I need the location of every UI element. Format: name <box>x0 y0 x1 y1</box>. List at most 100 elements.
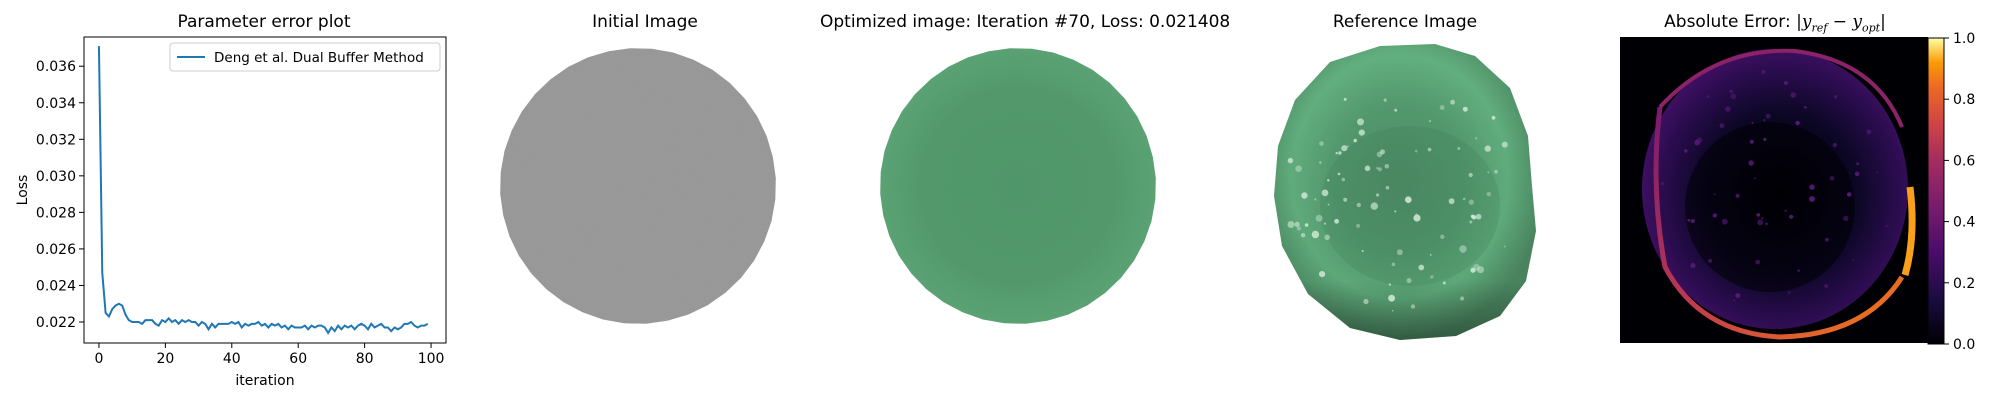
reference-speckle <box>1391 309 1394 312</box>
reference-speckle <box>1427 147 1432 152</box>
optimized-image-title: Optimized image: Iteration #70, Loss: 0.… <box>820 12 1231 32</box>
error-speckle <box>1809 184 1815 190</box>
reference-speckle <box>1440 234 1445 239</box>
reference-speckle <box>1296 226 1301 231</box>
reference-speckle <box>1287 157 1294 164</box>
x-tick-label: 0 <box>94 351 103 367</box>
x-tick-label: 60 <box>289 351 307 367</box>
y-tick-label: 0.036 <box>36 59 76 75</box>
error-speckle <box>1885 224 1888 227</box>
y-tick-label: 0.034 <box>36 96 76 112</box>
reference-speckle <box>1361 250 1364 252</box>
error-speckle <box>1852 259 1855 262</box>
reference-speckle <box>1406 278 1412 284</box>
error-speckle <box>1832 142 1837 148</box>
x-tick-label: 100 <box>418 351 445 367</box>
colorbar-tick-label: 0.8 <box>1953 92 1975 108</box>
error-speckle <box>1876 171 1878 174</box>
error-speckle <box>1765 222 1768 225</box>
error-speckle <box>1797 269 1800 272</box>
reference-speckle <box>1364 165 1371 172</box>
reference-speckle <box>1457 147 1461 150</box>
reference-speckle <box>1460 296 1465 301</box>
reference-speckles <box>1287 97 1508 312</box>
reference-speckle <box>1450 99 1455 105</box>
colorbar-tick-label: 0.6 <box>1953 153 1975 169</box>
reference-speckle <box>1356 223 1361 228</box>
y-tick-label: 0.024 <box>36 278 76 294</box>
error-speckle <box>1795 120 1800 126</box>
reference-speckle <box>1501 141 1508 148</box>
reference-speckle <box>1388 283 1392 286</box>
reference-speckle <box>1334 218 1339 224</box>
reference-speckle <box>1469 220 1473 224</box>
error-speckle <box>1751 121 1754 124</box>
reference-speckle <box>1377 167 1382 172</box>
x-tick-label: 40 <box>223 351 241 367</box>
y-tick-label: 0.022 <box>36 315 76 331</box>
error-dark-core <box>1685 122 1855 292</box>
error-speckles <box>1660 69 1888 302</box>
error-speckle <box>1765 113 1771 119</box>
reference-speckle <box>1413 214 1421 222</box>
reference-speckle <box>1380 149 1385 155</box>
reference-speckle <box>1301 192 1308 199</box>
reference-speckle <box>1363 298 1369 305</box>
loss-series-line <box>97 46 429 335</box>
error-map-title-math: |yref − yopt| <box>1796 12 1886 35</box>
error-speckle <box>1719 123 1725 129</box>
error-rim-top <box>1658 48 1904 128</box>
legend-box <box>169 42 441 72</box>
reference-speckle <box>1376 151 1383 158</box>
error-speckle <box>1825 237 1829 242</box>
reference-speckle <box>1442 281 1446 285</box>
reference-speckle <box>1491 115 1496 120</box>
error-speckle <box>1729 89 1733 94</box>
reference-speckle <box>1319 141 1324 146</box>
reference-speckle <box>1358 129 1365 136</box>
error-speckle <box>1761 69 1766 74</box>
error-speckle <box>1735 193 1740 198</box>
reference-speckle <box>1475 213 1482 220</box>
reference-speckle <box>1346 145 1349 148</box>
error-hot-edge <box>1901 186 1916 276</box>
reference-speckle <box>1385 185 1390 190</box>
reference-speckle <box>1338 151 1342 155</box>
error-speckle <box>1790 92 1796 98</box>
error-speckle <box>1788 291 1791 294</box>
reference-speckle <box>1448 198 1455 205</box>
reference-inner-region <box>1320 126 1500 286</box>
error-speckle <box>1721 218 1728 225</box>
reference-speckle <box>1341 177 1346 182</box>
reference-speckle <box>1487 171 1490 174</box>
y-tick-label: 0.028 <box>36 205 76 221</box>
reference-speckle <box>1494 169 1498 174</box>
optimized-disk <box>880 48 1156 324</box>
error-speckle <box>1856 162 1860 166</box>
error-speckle <box>1757 219 1764 226</box>
error-speckle <box>1730 93 1736 100</box>
error-speckle <box>1809 196 1815 202</box>
line-chart-plot-area <box>83 36 447 344</box>
legend: Deng et al. Dual Buffer Method <box>169 42 441 72</box>
reference-speckle <box>1287 221 1295 228</box>
reference-speckle <box>1430 275 1434 279</box>
reference-speckle <box>1429 254 1432 256</box>
reference-speckle <box>1335 152 1338 155</box>
line-chart: 0 20 40 60 80 100 0.022 0.024 0.026 0.028 0.030 0.… <box>15 36 447 389</box>
error-speckle <box>1690 262 1696 269</box>
reference-speckle <box>1337 172 1341 176</box>
error-speckle <box>1804 106 1807 109</box>
reference-speckle <box>1484 145 1491 152</box>
error-speckle <box>1712 213 1717 218</box>
reference-speckle <box>1475 137 1478 140</box>
reference-speckle <box>1315 214 1323 222</box>
colorbar-tick-label: 0.2 <box>1953 276 1975 292</box>
initial-disk-texture <box>500 48 776 324</box>
reference-speckle <box>1343 197 1348 202</box>
error-speckle <box>1713 193 1716 196</box>
reference-speckle <box>1486 191 1491 197</box>
reference-speckle <box>1300 233 1306 238</box>
reference-speckle <box>1343 97 1347 101</box>
error-speckle <box>1748 160 1754 166</box>
